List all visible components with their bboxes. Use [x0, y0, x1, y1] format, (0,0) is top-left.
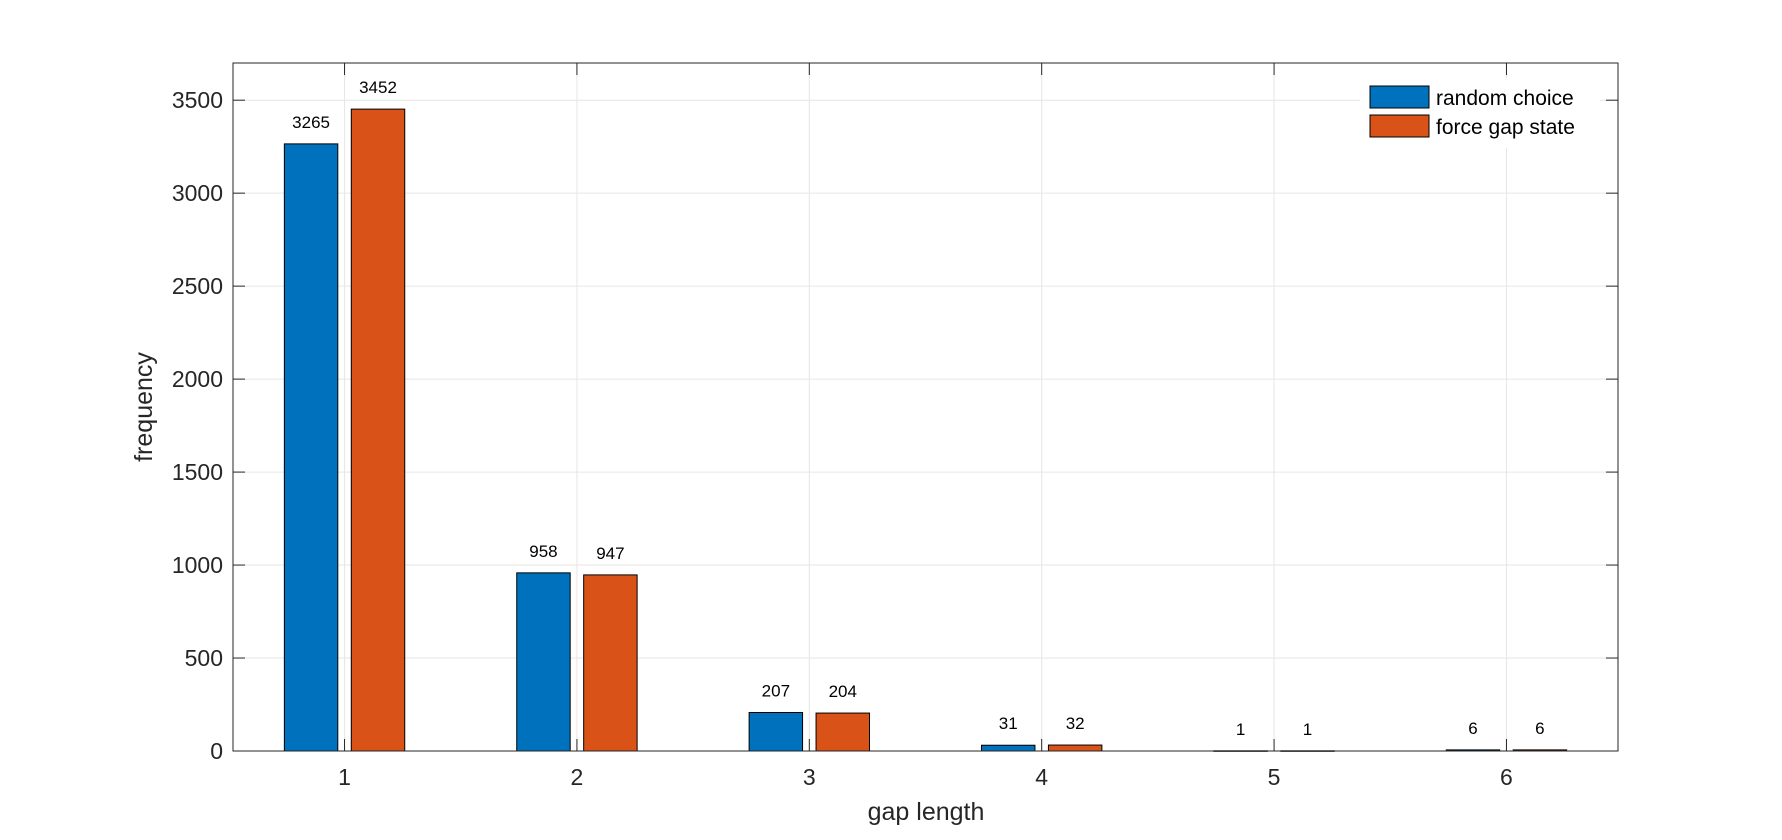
x-tick-label: 2 [571, 764, 584, 790]
y-tick-label: 2500 [172, 273, 223, 299]
legend-label-random-choice: random choice [1436, 87, 1574, 110]
x-tick-label: 5 [1268, 764, 1281, 790]
data-label: 31 [999, 714, 1018, 733]
data-label: 204 [829, 682, 857, 701]
y-tick-label: 0 [210, 738, 223, 764]
data-label: 6 [1535, 719, 1544, 738]
x-tick-label: 1 [338, 764, 351, 790]
data-label: 947 [596, 544, 624, 563]
data-label: 207 [762, 682, 790, 701]
y-tick-label: 3500 [172, 87, 223, 113]
bar-random-choice-1 [283, 143, 339, 752]
axis-ticks [233, 63, 1618, 752]
bar-random-choice-2 [516, 572, 571, 752]
y-tick-label: 500 [185, 645, 223, 671]
bars [283, 108, 1568, 752]
bar-force-gap-state-3 [815, 712, 870, 752]
x-tick-label: 6 [1500, 764, 1513, 790]
x-tick-labels: 1 2 3 4 5 6 [338, 764, 1513, 790]
bar-force-gap-state-4 [1047, 744, 1103, 752]
x-tick-label: 4 [1035, 764, 1048, 790]
data-labels: 3265 958 207 31 1 6 3452 947 204 32 1 6 [292, 78, 1544, 739]
legend-label-force-gap-state: force gap state [1436, 116, 1575, 139]
legend: random choice force gap state [1360, 78, 1600, 148]
bar-force-gap-state-1 [350, 108, 406, 752]
x-axis-label: gap length [868, 798, 985, 826]
y-axis-label: frequency [130, 352, 158, 462]
x-tick-label: 3 [803, 764, 816, 790]
legend-swatch-force-gap-state [1369, 114, 1430, 138]
y-tick-labels: 0 500 1000 1500 2000 2500 3000 3500 [172, 87, 223, 764]
data-label: 3265 [292, 113, 330, 132]
y-tick-label: 1000 [172, 552, 223, 578]
plot-frame [232, 62, 1619, 752]
y-tick-label: 3000 [172, 180, 223, 206]
bar-force-gap-state-2 [583, 574, 638, 752]
bar-random-choice-4 [981, 744, 1036, 752]
data-label: 1 [1236, 720, 1245, 739]
bar-random-choice-3 [748, 712, 804, 752]
data-label: 6 [1468, 719, 1477, 738]
data-label: 3452 [359, 78, 397, 97]
legend-swatch-random-choice [1369, 85, 1430, 109]
y-tick-label: 2000 [172, 366, 223, 392]
y-tick-label: 1500 [172, 459, 223, 485]
data-label: 958 [529, 542, 557, 561]
plot-area [233, 63, 1618, 751]
data-label: 1 [1303, 720, 1312, 739]
data-label: 32 [1066, 714, 1085, 733]
